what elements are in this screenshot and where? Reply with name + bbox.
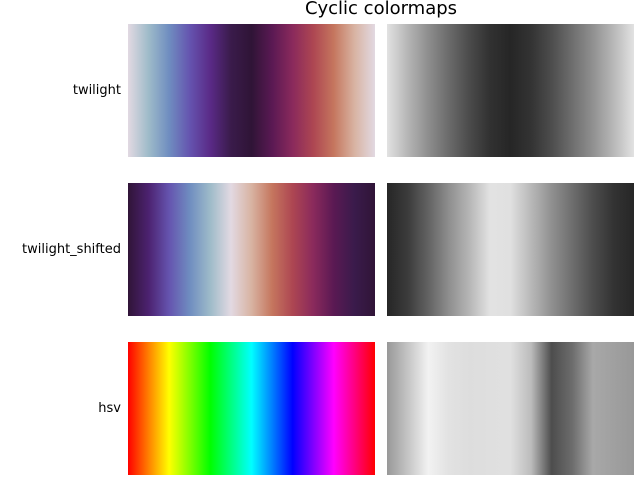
grayscale-strip-twilight-shifted <box>387 183 634 316</box>
colormap-label-hsv: hsv <box>98 400 121 416</box>
grayscale-strip-twilight <box>387 24 634 157</box>
colormap-strip-hsv <box>128 342 375 475</box>
chart-title: Cyclic colormaps <box>304 0 458 19</box>
colormap-label-twilight: twilight <box>72 82 121 98</box>
grayscale-strip-hsv <box>387 342 634 475</box>
colormap-strip-twilight-shifted <box>128 183 375 316</box>
colormap-strip-twilight <box>128 24 375 157</box>
colormap-label-twilight-shifted: twilight_shifted <box>22 241 121 257</box>
